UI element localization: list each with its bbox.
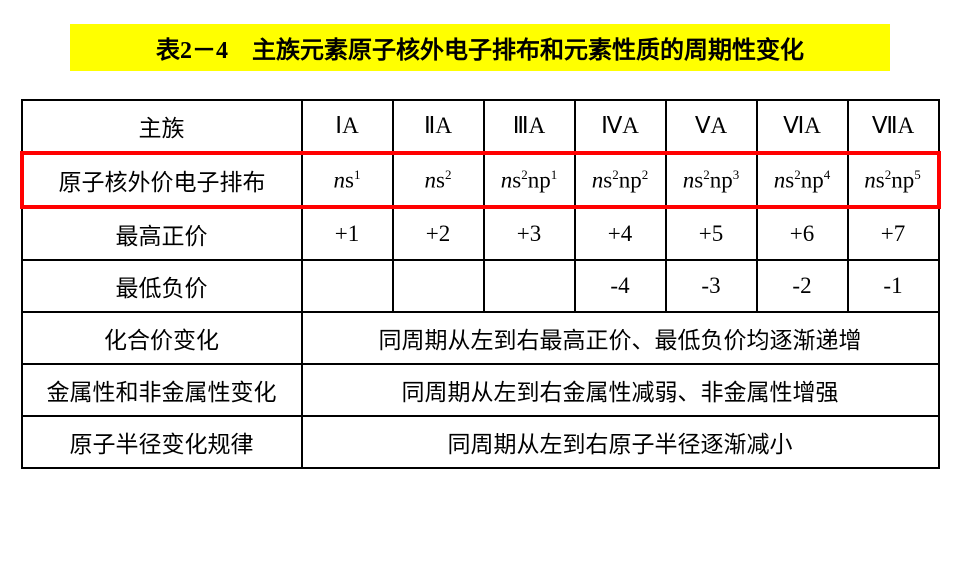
row-electron-config: 原子核外价电子排布 ns1 ns2 ns2np1 ns2np2 ns2np3 n… <box>22 153 939 207</box>
cell: ns2 <box>393 153 484 207</box>
cell: -3 <box>666 260 757 312</box>
table-title: 表2－4 主族元素原子核外电子排布和元素性质的周期性变化 <box>70 24 890 71</box>
cell: +2 <box>393 207 484 260</box>
row-min-negative: 最低负价 -4 -3 -2 -1 <box>22 260 939 312</box>
group-col: ⅣA <box>575 100 666 153</box>
cell: ns2np2 <box>575 153 666 207</box>
row-radius-change: 原子半径变化规律 同周期从左到右原子半径逐渐减小 <box>22 416 939 468</box>
row-label: 最高正价 <box>22 207 302 260</box>
row-max-positive: 最高正价 +1 +2 +3 +4 +5 +6 +7 <box>22 207 939 260</box>
cell <box>302 260 393 312</box>
header-row: 主族 ⅠA ⅡA ⅢA ⅣA ⅤA ⅥA ⅦA <box>22 100 939 153</box>
cell <box>393 260 484 312</box>
cell: ns1 <box>302 153 393 207</box>
cell: +4 <box>575 207 666 260</box>
periodic-table: 主族 ⅠA ⅡA ⅢA ⅣA ⅤA ⅥA ⅦA 原子核外价电子排布 ns1 ns… <box>20 99 941 469</box>
cell: -2 <box>757 260 848 312</box>
cell: +5 <box>666 207 757 260</box>
group-col: ⅡA <box>393 100 484 153</box>
cell: ns2np1 <box>484 153 575 207</box>
row-label: 原子半径变化规律 <box>22 416 302 468</box>
row-label: 最低负价 <box>22 260 302 312</box>
row-label: 原子核外价电子排布 <box>22 153 302 207</box>
cell: -4 <box>575 260 666 312</box>
row-label: 化合价变化 <box>22 312 302 364</box>
merged-cell: 同周期从左到右最高正价、最低负价均逐渐递增 <box>302 312 939 364</box>
group-col: ⅥA <box>757 100 848 153</box>
group-col: ⅦA <box>848 100 939 153</box>
row-metallic-change: 金属性和非金属性变化 同周期从左到右金属性减弱、非金属性增强 <box>22 364 939 416</box>
row-label: 金属性和非金属性变化 <box>22 364 302 416</box>
cell: +3 <box>484 207 575 260</box>
cell <box>484 260 575 312</box>
merged-cell: 同周期从左到右原子半径逐渐减小 <box>302 416 939 468</box>
cell: ns2np5 <box>848 153 939 207</box>
cell: +6 <box>757 207 848 260</box>
cell: ns2np4 <box>757 153 848 207</box>
header-label: 主族 <box>22 100 302 153</box>
group-col: ⅠA <box>302 100 393 153</box>
cell: -1 <box>848 260 939 312</box>
group-col: ⅢA <box>484 100 575 153</box>
cell: +7 <box>848 207 939 260</box>
cell: ns2np3 <box>666 153 757 207</box>
cell: +1 <box>302 207 393 260</box>
row-valence-change: 化合价变化 同周期从左到右最高正价、最低负价均逐渐递增 <box>22 312 939 364</box>
merged-cell: 同周期从左到右金属性减弱、非金属性增强 <box>302 364 939 416</box>
group-col: ⅤA <box>666 100 757 153</box>
